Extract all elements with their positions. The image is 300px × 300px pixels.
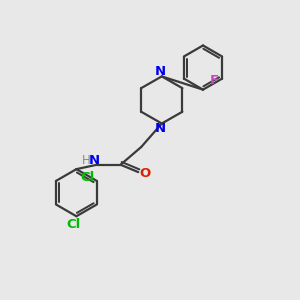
Text: Cl: Cl (66, 218, 81, 231)
Text: N: N (155, 122, 166, 135)
Text: O: O (139, 167, 150, 180)
Text: N: N (155, 64, 166, 78)
Text: H: H (82, 154, 91, 167)
Text: F: F (209, 74, 218, 87)
Text: N: N (88, 154, 100, 167)
Text: Cl: Cl (81, 172, 95, 184)
